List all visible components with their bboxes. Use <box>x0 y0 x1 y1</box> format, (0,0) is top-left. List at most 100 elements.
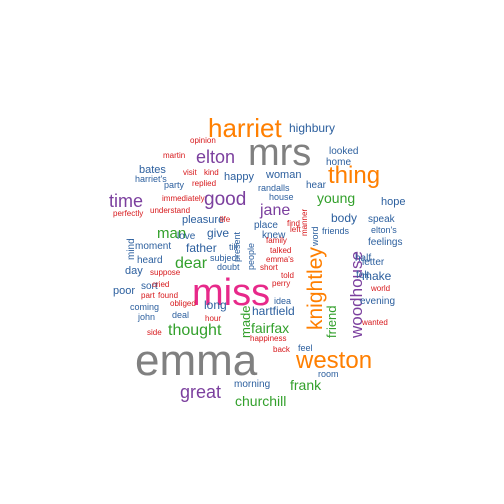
word-great: great <box>180 382 221 402</box>
word-talked: talked <box>270 246 291 255</box>
word-happiness: happiness <box>250 334 286 343</box>
word-opinion: opinion <box>190 136 216 145</box>
word-perry: perry <box>272 279 290 288</box>
word-feel: feel <box>298 343 313 353</box>
word-bates: bates <box>139 164 166 176</box>
word-understand: understand <box>150 206 190 215</box>
word-idea: idea <box>274 296 291 306</box>
word-emma: emma <box>135 336 258 385</box>
word-home: home <box>326 157 351 168</box>
word-give: give <box>207 226 229 240</box>
word-half: half <box>355 253 371 264</box>
word-find: find <box>287 219 300 228</box>
word-morning: morning <box>234 379 270 390</box>
word-love: love <box>177 231 196 242</box>
word-deal: deal <box>172 310 189 320</box>
word-elton: elton <box>196 147 235 167</box>
word-speak: speak <box>368 214 396 225</box>
word-evening: evening <box>360 296 395 307</box>
word-perfectly: perfectly <box>113 209 143 218</box>
word-told: told <box>281 271 294 280</box>
word-part: part <box>141 291 156 300</box>
word-wanted: wanted <box>361 318 388 327</box>
word-hour: hour <box>205 314 221 323</box>
word-feelings: feelings <box>368 237 402 248</box>
word-world: world <box>370 284 390 293</box>
word-martin: martin <box>163 151 185 160</box>
word-present: present <box>232 231 242 262</box>
word-churchill: churchill <box>235 393 286 409</box>
word-time: time <box>109 191 143 211</box>
word-harriet: harriet <box>208 113 282 143</box>
word-fairfax: fairfax <box>251 320 289 336</box>
word-thought: thought <box>168 322 222 339</box>
word-day: day <box>125 265 143 277</box>
word-short: short <box>260 263 279 272</box>
word-manner: manner <box>300 209 309 236</box>
word-moment: moment <box>135 241 171 252</box>
word-till: till <box>229 242 238 252</box>
word-heard: heard <box>137 255 163 266</box>
word-woman: woman <box>265 169 301 181</box>
word-knew: knew <box>262 230 286 241</box>
word-hear: hear <box>306 180 327 191</box>
word-coming: coming <box>130 302 159 312</box>
word-life: life <box>220 215 231 224</box>
word-young: young <box>317 190 355 206</box>
word-doubt: doubt <box>217 262 240 272</box>
word-left: left <box>290 225 301 234</box>
word-made: made <box>238 305 253 338</box>
word-miss: miss <box>192 272 270 314</box>
word-place: place <box>254 220 278 231</box>
word-friend: friend <box>324 305 339 338</box>
word-obliged: obliged <box>170 299 196 308</box>
word-harriet-s: harriet's <box>135 174 167 184</box>
word-visit: visit <box>183 168 198 177</box>
word-sort: sort <box>141 281 158 292</box>
word-back: back <box>273 345 291 354</box>
word-suppose: suppose <box>150 268 181 277</box>
word-family: family <box>266 236 287 245</box>
word-pleasure: pleasure <box>182 214 224 226</box>
word-thing: thing <box>328 162 380 189</box>
word-looked: looked <box>329 146 358 157</box>
word-woodhouse: woodhouse <box>347 251 366 339</box>
word-highbury: highbury <box>289 121 335 135</box>
word-side: side <box>147 328 162 337</box>
word-good: good <box>204 189 246 210</box>
word-immediately: immediately <box>162 194 205 203</box>
word-hope: hope <box>381 196 405 208</box>
word-john: john <box>137 312 155 322</box>
word-mrs: mrs <box>248 132 311 174</box>
word-party: party <box>164 180 185 190</box>
word-long: long <box>204 298 227 312</box>
word-randalls: randalls <box>258 183 290 193</box>
word-house: house <box>269 192 294 202</box>
word-friends: friends <box>322 226 350 236</box>
word-kind: kind <box>204 168 219 177</box>
word-subject: subject <box>210 253 239 263</box>
word-emma-s: emma's <box>266 255 294 264</box>
word-letter: letter <box>362 257 385 268</box>
word-weston: weston <box>295 347 372 374</box>
word-word: word <box>310 226 320 247</box>
word-felt: felt <box>356 270 370 281</box>
word-replied: replied <box>192 179 216 188</box>
word-found: found <box>158 291 178 300</box>
word-hartfield: hartfield <box>252 304 295 318</box>
word-father: father <box>186 241 217 255</box>
word-room: room <box>318 369 339 379</box>
word-man: man <box>157 225 186 242</box>
word-jane: jane <box>259 202 290 219</box>
word-frank: frank <box>290 377 322 393</box>
word-body: body <box>331 211 357 225</box>
word-dear: dear <box>175 255 208 272</box>
word-cried: cried <box>152 280 169 289</box>
word-elton-s: elton's <box>371 225 397 235</box>
word-make: make <box>362 269 392 283</box>
word-knightley: knightley <box>304 247 327 330</box>
word-mind: mind <box>126 238 137 260</box>
word-poor: poor <box>113 285 135 297</box>
